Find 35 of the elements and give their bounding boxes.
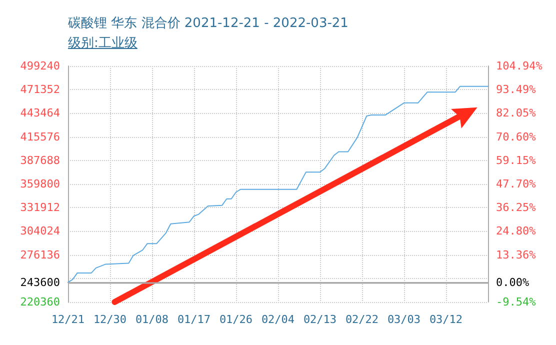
- y2-tick-label: 59.15%: [496, 154, 536, 167]
- y2-tick-label: 104.94%: [496, 60, 543, 72]
- x-tick-label: 02/22: [345, 313, 379, 326]
- y-tick-label: 331912: [20, 201, 60, 214]
- y-tick-label: 276136: [20, 248, 60, 262]
- y-tick-label: 499240: [20, 60, 60, 72]
- y2-tick-label: 36.25%: [496, 201, 536, 214]
- x-tick-label: 01/26: [219, 313, 253, 326]
- line-series: [68, 86, 488, 283]
- y2-tick-label: 93.49%: [496, 83, 536, 96]
- x-tick-label: 02/04: [261, 313, 295, 326]
- y-tick-label: 220360: [20, 296, 60, 308]
- chart-title: 碳酸锂 华东 混合价 2021-12-21 - 2022-03-21: [68, 15, 348, 33]
- y2-tick-label: -9.54%: [496, 296, 536, 308]
- x-tick-label: 01/17: [177, 313, 211, 326]
- y2-tick-label: 24.80%: [496, 224, 536, 238]
- y-tick-label: 415576: [20, 130, 60, 144]
- x-tick-label: 12/21: [51, 313, 85, 326]
- y-tick-label: 471352: [20, 83, 60, 96]
- y-tick-label: 443464: [20, 106, 60, 120]
- x-tick-label: 03/12: [429, 313, 463, 326]
- y-tick-label: 359800: [20, 178, 60, 190]
- y-tick-label: 304024: [20, 224, 60, 238]
- y-tick-label: 387688: [20, 154, 60, 167]
- x-tick-label: 02/13: [303, 313, 337, 326]
- y2-tick-label: 0.00%: [496, 276, 530, 289]
- y2-tick-label: 13.36%: [496, 248, 536, 262]
- y-tick-label: 243600: [20, 276, 60, 289]
- x-tick-label: 01/08: [135, 313, 169, 326]
- y2-tick-label: 70.60%: [496, 130, 536, 144]
- x-tick-label: 03/03: [387, 313, 421, 326]
- y2-tick-label: 82.05%: [496, 106, 536, 120]
- chart-subtitle: 级别:工业级: [68, 35, 138, 53]
- y2-tick-label: 47.70%: [496, 178, 536, 190]
- x-tick-label: 12/30: [93, 313, 127, 326]
